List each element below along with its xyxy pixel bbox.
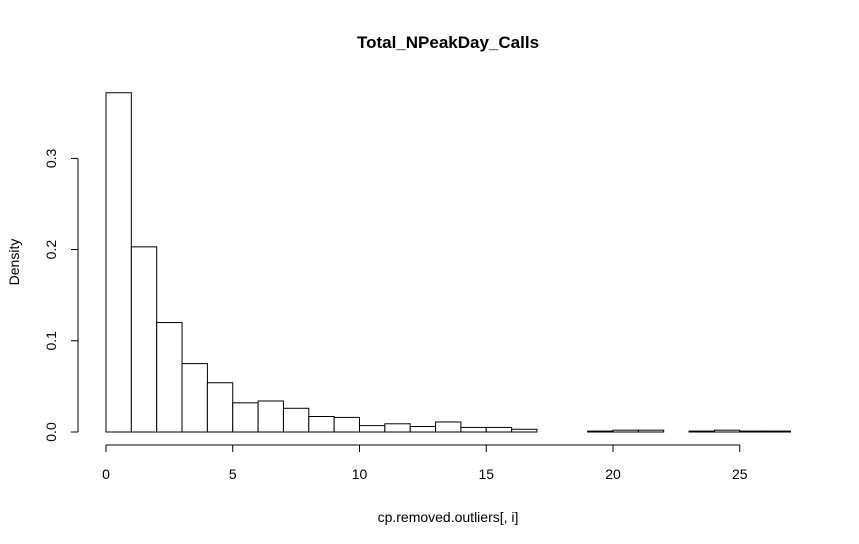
histogram-bar	[713, 429, 741, 433]
y-axis-label: Density	[6, 239, 22, 286]
histogram-bar	[764, 430, 791, 433]
histogram-bar	[384, 423, 411, 433]
y-tick-label: 0.2	[43, 240, 59, 260]
histogram-bar	[739, 430, 766, 433]
histogram-bar	[460, 426, 487, 433]
histogram-bar	[359, 425, 386, 433]
histogram-bar	[587, 430, 614, 433]
histogram-bar	[181, 363, 208, 433]
y-tick-label: 0.0	[43, 422, 59, 442]
histogram-bar	[637, 429, 665, 433]
histogram-bar	[308, 415, 335, 433]
histogram-bar	[511, 428, 538, 433]
histogram-bar	[333, 416, 360, 433]
x-tick-label: 10	[352, 466, 368, 482]
histogram-bar	[257, 400, 284, 433]
chart-title: Total_NPeakDay_Calls	[357, 33, 539, 52]
histogram-bar	[409, 426, 437, 433]
histogram-bar	[435, 421, 462, 433]
x-tick-label: 15	[478, 466, 494, 482]
y-axis: 0.0 0.1 0.2 0.3	[43, 148, 79, 442]
histogram-bar	[130, 246, 158, 433]
x-tick-label: 0	[102, 466, 110, 482]
histogram-bar	[232, 402, 259, 433]
histogram-bar	[612, 429, 639, 433]
x-axis: 0 5 10 15 20 25	[102, 444, 748, 482]
y-tick-label: 0.3	[43, 148, 59, 168]
histogram-bars	[105, 92, 791, 433]
histogram-bar	[282, 407, 310, 433]
y-tick-label: 0.1	[43, 331, 59, 351]
histogram-bar	[156, 322, 183, 433]
histogram-bar	[105, 92, 132, 433]
x-axis-label: cp.removed.outliers[, i]	[378, 509, 519, 525]
x-tick-label: 5	[229, 466, 237, 482]
histogram-bar	[206, 382, 234, 433]
histogram-bar	[485, 426, 513, 433]
x-tick-label: 20	[605, 466, 621, 482]
x-tick-label: 25	[732, 466, 748, 482]
histogram-bar	[688, 430, 715, 433]
